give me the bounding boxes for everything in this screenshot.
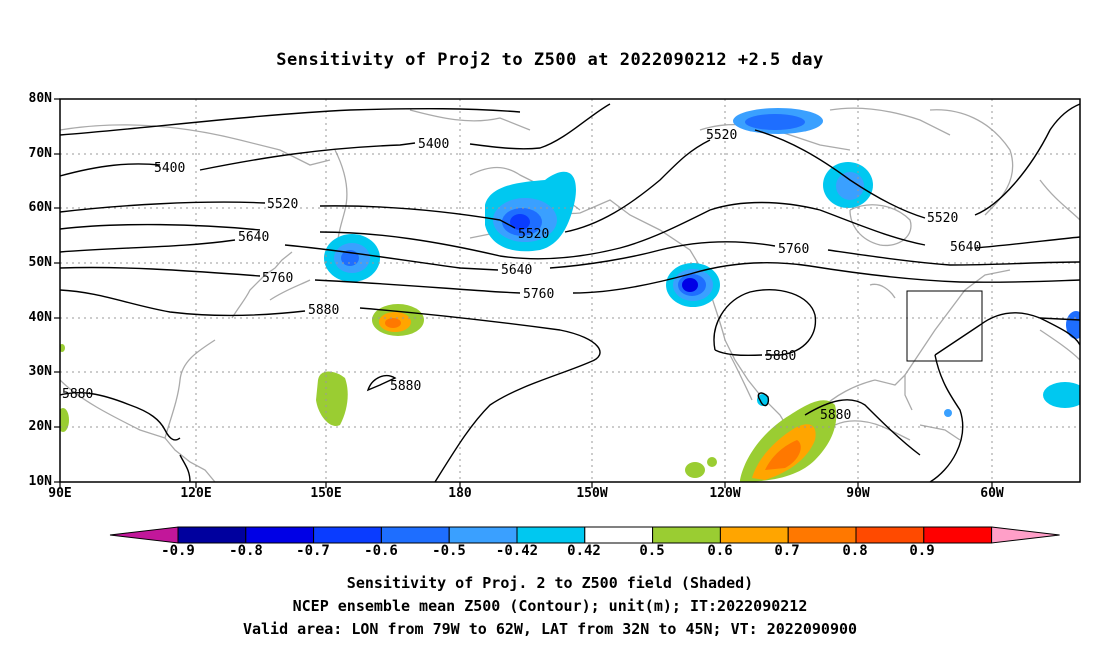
lon-label: 90W [846,486,870,501]
contour-label: 5880 [308,303,339,318]
colorbar-bin [719,526,789,544]
colorbar [109,526,1060,544]
contour-label: 5520 [706,128,737,143]
lat-label: 60N [28,200,52,215]
footer-line-1: Sensitivity of Proj. 2 to Z500 field (Sh… [346,574,754,592]
colorbar-bin [787,526,857,544]
colorbar-label: 0.7 [774,543,800,559]
lat-label: 10N [28,474,52,489]
contour-label: 5400 [154,161,185,176]
contour-label: 5640 [238,230,269,245]
map-title: Sensitivity of Proj2 to Z500 at 20220902… [276,50,824,70]
footer-line-3: Valid area: LON from 79W to 62W, LAT fro… [242,620,858,638]
colorbar-low-arrow [109,526,179,544]
z500-contours [60,103,1080,482]
map-frame [59,98,1081,483]
lat-label: 30N [28,364,52,379]
colorbar-label: -0.42 [495,543,539,559]
colorbar-label: -0.9 [161,543,195,559]
colorbar-label: 0.5 [639,543,665,559]
colorbar-label: -0.8 [229,543,263,559]
lon-label: 120E [180,486,212,501]
colorbar-bin [177,526,247,544]
colorbar-bin [516,526,586,544]
contour-label: 5760 [523,287,554,302]
axis-ticks [54,98,993,488]
colorbar-label: 0.8 [842,543,868,559]
lon-label: 150E [310,486,342,501]
lon-label: 180 [448,486,472,501]
colorbar-label: 0.6 [707,543,733,559]
colorbar-label: 0.42 [567,543,601,559]
colorbar-bin [923,526,993,544]
colorbar-bin [245,526,315,544]
contour-label: 5400 [418,137,449,152]
valid-area-box [906,290,983,362]
footer-line-2: NCEP ensemble mean Z500 (Contour); unit(… [292,597,808,615]
lat-label: 20N [28,419,52,434]
contour-label: 5520 [267,197,298,212]
gridlines [60,99,1080,482]
colorbar-bin [652,526,721,544]
lon-label: 120W [709,486,741,501]
lon-label: 150W [576,486,608,501]
colorbar-bin [313,526,382,544]
colorbar-bin [448,526,518,544]
colorbar-bin [380,526,450,544]
colorbar-bin [584,526,654,544]
contour-label: 5760 [778,242,809,257]
lon-label: 90E [48,486,72,501]
contour-label: 5880 [765,349,796,364]
colorbar-label: -0.5 [432,543,466,559]
contour-label: 5880 [390,379,421,394]
contour-label: 5640 [501,263,532,278]
contour-label: 5520 [518,227,549,242]
colorbar-label: 0.9 [909,543,935,559]
contour-label: 5880 [820,408,851,423]
lat-label: 40N [28,310,52,325]
contour-label: 5640 [950,240,981,255]
contour-label: 5520 [927,211,958,226]
lat-label: 50N [28,255,52,270]
sensitivity-shading [60,108,1080,482]
contour-label: 5880 [62,387,93,402]
colorbar-high-arrow [991,526,1060,544]
lon-label: 60W [980,486,1004,501]
colorbar-label: -0.6 [364,543,398,559]
colorbar-label: -0.7 [296,543,330,559]
contour-label: 5760 [262,271,293,286]
coastlines [60,107,1080,482]
lat-label: 80N [28,91,52,106]
colorbar-bin [855,526,925,544]
lat-label: 70N [28,146,52,161]
